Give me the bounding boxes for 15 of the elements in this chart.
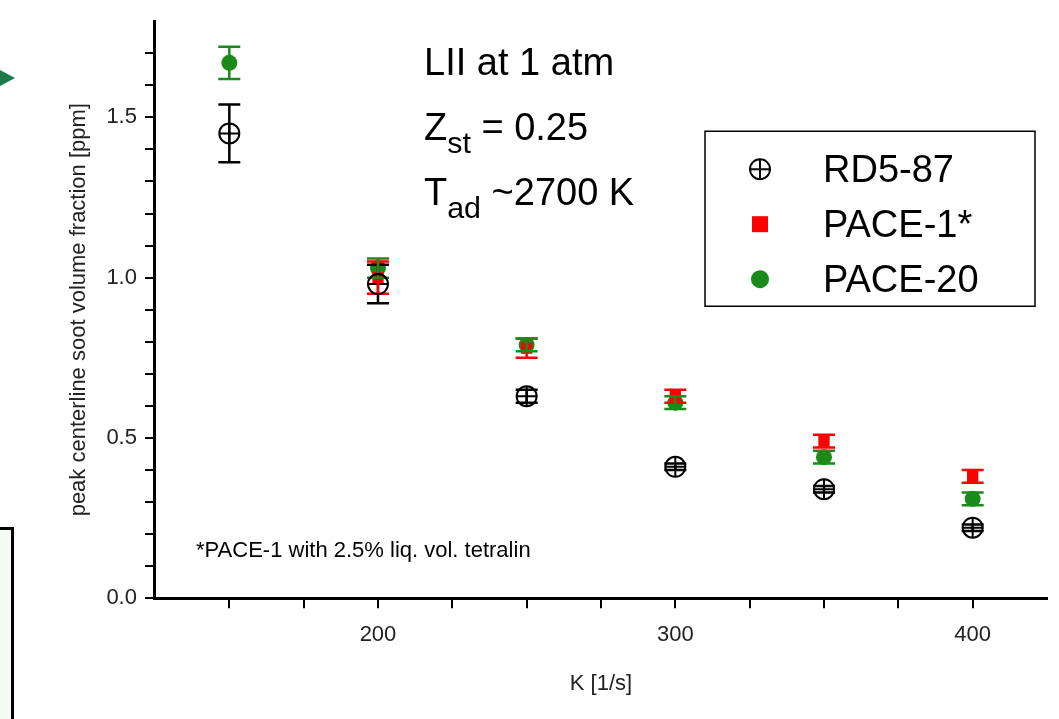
x-tick-label: 400 [954,621,992,647]
x-tick-label: 200 [359,621,397,647]
y-tick-label: 0.5 [106,423,137,449]
y-tick-label: 1.0 [106,263,137,289]
legend-label: RD5-87 [823,147,954,190]
y-tick-label: 1.5 [106,103,137,129]
y-tick-label: 0.0 [106,584,137,610]
legend-label: PACE-1* [823,202,973,245]
y-axis-title: peak centerline soot volume fraction [ppm] [65,103,91,517]
point [515,385,538,408]
legend-label: PACE-20 [823,257,979,300]
x-axis-title: K [1/s] [569,669,633,695]
x-tick-label: 300 [656,621,694,647]
annotation: *PACE-1 with 2.5% liq. vol. tetralin [196,537,531,562]
annotation: LII at 1 atm [424,41,615,83]
